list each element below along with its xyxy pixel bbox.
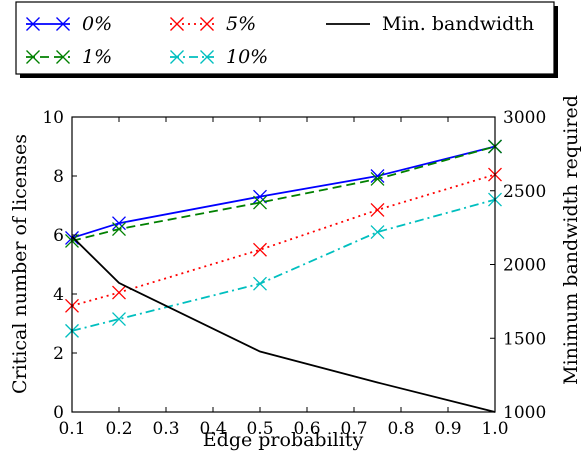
x-tick-label: 0.5 [246,419,273,439]
series-1-point [370,171,385,186]
legend-label: 5% [226,13,256,35]
series-0-point [112,216,126,231]
x-tick-label: 0.6 [293,419,320,439]
legend-marker [200,17,214,31]
legend-marker [26,17,40,31]
legend-marker [56,50,70,64]
x-tick-label: 0.7 [340,419,367,439]
ticks-layer: 0.1 0.2 0.3 0.4 0.5 0.6 0.7 0.8 0.9 1.0 0 2 4 6 8 10 100… [42,108,546,439]
x-tick-label: 1.0 [481,419,508,439]
legend-marker [26,50,40,64]
legend-label: 10% [226,46,268,68]
series-line-1 [71,145,496,242]
series-2-point [112,285,126,300]
y-tick-label: 2 [53,344,64,364]
x-axis-label: Edge probability [203,429,364,451]
y2-tick-label: 2500 [503,182,546,202]
legend-label: 1% [82,46,112,68]
legend-entry-2: 5% [170,13,256,35]
legend-marker [200,50,214,64]
y-tick-label: 8 [53,167,64,187]
series-layer [65,139,502,413]
series-3-point [112,312,126,327]
legend: 0% 1% 5% 10% Min. bandwidth [15,1,558,78]
x-tick-label: 0.2 [105,419,132,439]
y-tick-label: 10 [42,108,64,128]
series-1-point [253,195,267,210]
series-2-point [370,202,385,217]
y-tick-label: 4 [53,285,64,305]
legend-marker [170,50,184,64]
series-1-point [112,222,126,237]
series-0-point [370,169,385,183]
legend-label: 0% [82,13,112,35]
x-tick-label: 0.4 [199,419,226,439]
x-tick-label: 0.8 [387,419,414,439]
y2-axis-label: Minimum bandwidth required [560,95,581,385]
plot-area: 0.1 0.2 0.3 0.4 0.5 0.6 0.7 0.8 0.9 1.0 0 2 4 6 8 10 100… [42,108,546,439]
legend-frame [15,1,555,75]
legend-entry-0: 0% [26,13,112,35]
y-tick-label: 6 [53,226,64,246]
y2-tick-label: 2000 [503,256,546,276]
legend-entry-4: Min. bandwidth [326,13,534,35]
legend-label: Min. bandwidth [382,13,534,35]
legend-marker [170,17,184,31]
x-tick-label: 0.3 [152,419,179,439]
plot-frame [71,116,496,413]
legend-items: 0% 1% 5% 10% Min. bandwidth [26,13,534,68]
series-line-0 [71,145,496,239]
y-tick-label: 0 [53,403,64,423]
series-3-point [253,276,267,291]
legend-entry-1: 1% [26,46,112,68]
y2-tick-label: 3000 [503,108,546,128]
series-2-point [253,242,267,257]
y2-tick-label: 1000 [503,403,546,423]
legend-marker [56,17,70,31]
series-line-4 [71,235,496,413]
y2-tick-label: 1500 [503,329,546,349]
y-axis-label: Critical number of licenses [9,134,31,394]
x-tick-label: 0.1 [58,419,85,439]
series-3-point [370,225,385,240]
legend-entry-3: 10% [170,46,268,68]
x-tick-label: 0.9 [434,419,461,439]
series-line-2 [71,173,496,307]
